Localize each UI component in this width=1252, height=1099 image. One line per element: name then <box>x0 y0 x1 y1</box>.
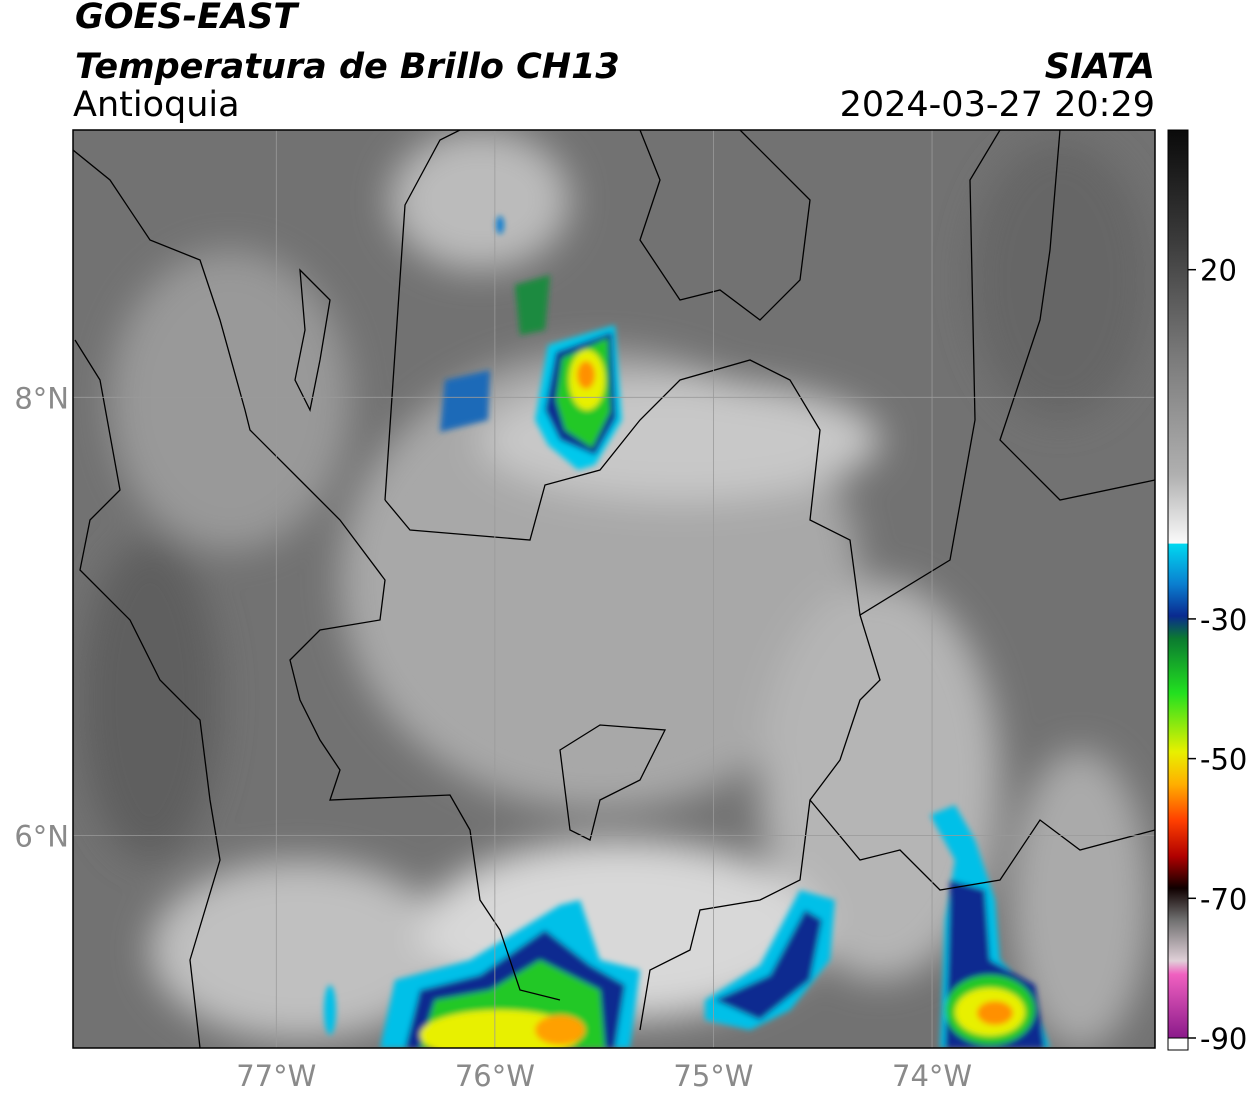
colorbar-tick-label: -50 <box>1200 743 1247 777</box>
colorbar-tick-label: 20 <box>1200 254 1237 288</box>
source: SIATA <box>1045 47 1155 87</box>
colorbar-frame <box>1167 129 1189 1039</box>
lon-label: 75°W <box>673 1059 753 1093</box>
region: Antioquia <box>73 85 240 125</box>
boundaries <box>73 130 1155 1048</box>
convective-cells <box>324 216 1050 1048</box>
colorbar-tick-label: -30 <box>1200 603 1247 637</box>
lat-label: 8°N <box>14 381 69 415</box>
lon-label: 77°W <box>236 1059 316 1093</box>
title: GOES-EAST <box>75 0 300 37</box>
lon-label: 76°W <box>455 1059 535 1093</box>
datetime: 2024-03-27 20:29 <box>840 85 1155 125</box>
colorbar-tick-label: -90 <box>1200 1022 1247 1056</box>
colorbar-tick-label: -70 <box>1200 882 1247 916</box>
map-image <box>73 130 1155 1048</box>
lat-label: 6°N <box>14 819 69 853</box>
map-frame <box>72 129 1156 1049</box>
lon-label: 74°W <box>892 1059 972 1093</box>
colorbar-under <box>1167 1037 1189 1051</box>
graticule <box>73 130 1155 1048</box>
colorbar <box>1168 130 1188 1038</box>
subtitle: Temperatura de Brillo CH13 <box>75 47 620 87</box>
